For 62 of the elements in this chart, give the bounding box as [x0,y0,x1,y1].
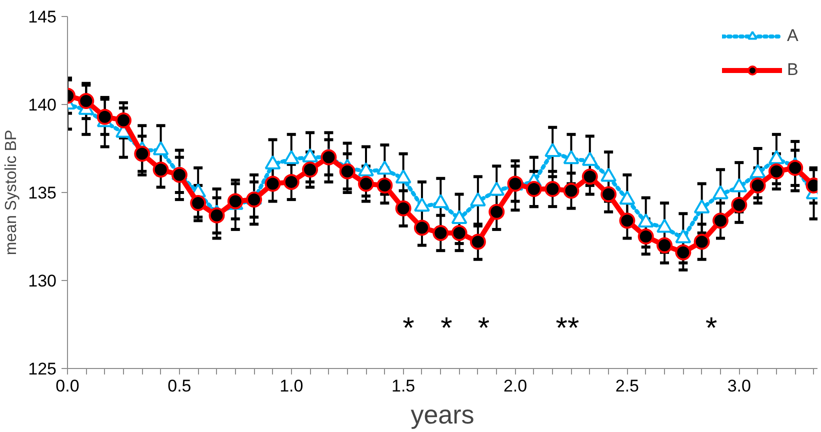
y-tick-label: 140 [28,96,57,114]
annotation: * [478,312,490,345]
point [619,212,636,229]
point [414,220,430,236]
point [750,177,766,194]
point [694,234,710,250]
x-tick-label: 3.0 [727,376,751,396]
x-tick-label: 1.0 [280,376,304,396]
point [96,108,113,125]
legend-label: A [787,26,800,46]
point [787,160,804,176]
x-tick-label: 1.5 [392,376,416,396]
point [171,166,188,183]
point [712,212,728,229]
point [208,207,225,224]
y-tick-label: 125 [28,360,57,378]
point [320,149,337,166]
y-tick-label: 135 [28,184,57,202]
point [470,234,486,250]
x-axis-title: years [410,400,474,430]
point [264,176,281,192]
point [339,163,356,180]
point [190,195,206,212]
point [134,146,150,162]
y-tick-label: 130 [28,272,57,290]
point [376,177,393,194]
point [302,148,318,162]
point [283,174,300,190]
annotation: * [440,312,453,345]
x-tick-label: 0.5 [168,376,192,396]
annotation: * [402,312,415,345]
point [768,150,784,164]
point [451,224,468,241]
point [115,112,132,128]
point [264,155,281,170]
point [731,178,748,192]
point [358,162,374,176]
point [227,193,244,210]
point [376,160,393,175]
x-tick-label: 2.0 [503,376,528,396]
point [600,168,617,182]
annotation: * [705,312,718,345]
point [246,192,262,208]
annotation: ** [556,312,580,345]
point [582,152,598,166]
point [544,142,561,158]
point [768,163,784,180]
x-tick-label: 2.5 [615,376,640,396]
point [488,204,505,220]
point [638,228,654,244]
x-tick-label: 0.0 [56,376,80,396]
point [526,180,542,197]
point [563,150,580,164]
point [302,162,318,178]
point [358,176,374,192]
point [675,244,692,260]
y-axis-title: mean Systolic BP [3,130,20,256]
y-tick-label: 145 [28,8,57,26]
point [544,180,561,197]
point [78,92,94,109]
point [152,141,169,156]
legend-label: B [787,60,800,80]
